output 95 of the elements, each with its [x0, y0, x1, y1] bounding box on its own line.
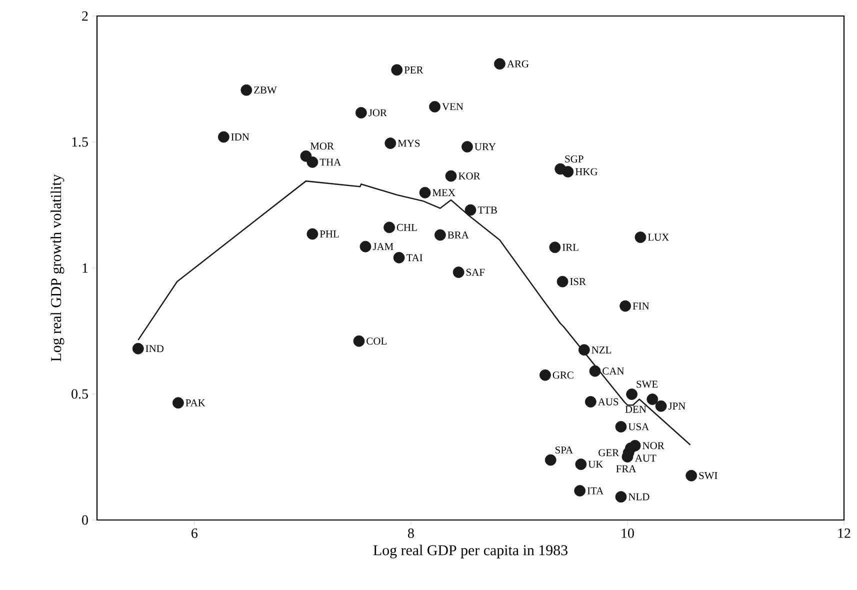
point — [306, 228, 318, 240]
point — [172, 397, 184, 409]
annotation: THA — [320, 158, 342, 166]
point — [464, 204, 476, 216]
point — [686, 470, 698, 482]
annotation: PHL — [320, 230, 339, 238]
annotation: AUS — [598, 398, 618, 406]
annotation: ARG — [507, 60, 529, 68]
annotation: PAK — [186, 399, 206, 406]
annotation: JPN — [668, 402, 686, 410]
y-tick-label: 0.5 — [72, 389, 88, 399]
point — [384, 138, 396, 149]
annotation: FRA — [616, 465, 636, 472]
annotation: SPA — [556, 446, 573, 454]
annotation: NZL — [592, 346, 612, 354]
annotation: SWE — [636, 380, 658, 388]
point — [452, 266, 464, 278]
y-tick-label: 1 — [82, 263, 88, 273]
annotation: TAI — [406, 254, 422, 262]
annotation: GER — [598, 449, 620, 456]
x-tick-label: 10 — [622, 528, 634, 538]
y-axis-title: Log real GDP growth volatility — [50, 174, 64, 362]
point — [562, 166, 574, 178]
annotation: VEN — [442, 103, 464, 110]
point — [494, 58, 506, 70]
point — [540, 369, 551, 381]
point — [615, 421, 627, 432]
annotation: CAN — [602, 368, 624, 375]
point — [615, 491, 627, 503]
annotation: TTB — [478, 206, 497, 214]
point — [549, 242, 561, 254]
annotation: IDN — [231, 134, 250, 140]
annotation: JOR — [368, 109, 387, 116]
point — [544, 454, 556, 466]
point — [419, 186, 431, 198]
annotation: MEX — [432, 189, 456, 196]
point — [589, 365, 601, 377]
point — [434, 229, 446, 241]
annotation: ITA — [587, 487, 604, 494]
annotation: GRC — [552, 372, 574, 379]
point — [462, 141, 473, 152]
point — [578, 344, 590, 356]
annotation: URY — [474, 143, 496, 150]
annotation: NOR — [642, 442, 664, 450]
annotation: MYS — [398, 140, 420, 147]
point — [655, 400, 667, 412]
y-tick-label: 1.5 — [72, 137, 88, 147]
annotation: ZBW — [254, 86, 277, 94]
annotation: IRL — [562, 244, 578, 251]
point — [646, 394, 658, 405]
annotation: LUX — [648, 234, 669, 241]
point — [391, 64, 403, 76]
annotation: AUT — [635, 454, 656, 462]
x-axis-title: Log real GDP per capita in 1983 — [373, 544, 568, 558]
x-tick-label: 8 — [408, 528, 414, 538]
point — [445, 170, 457, 182]
point — [574, 485, 586, 496]
y-tick-label: 2 — [82, 11, 88, 21]
point — [132, 342, 144, 354]
annotation: DEN — [625, 406, 646, 413]
point — [384, 222, 396, 234]
point — [634, 232, 646, 243]
x-tick-label: 6 — [192, 528, 198, 538]
point — [306, 156, 318, 168]
point — [353, 335, 365, 347]
point — [429, 101, 440, 112]
point — [556, 276, 568, 288]
point — [240, 84, 252, 96]
annotation: USA — [628, 423, 650, 430]
annotation: JAM — [372, 243, 394, 250]
point — [218, 131, 230, 143]
annotation: CHL — [396, 224, 417, 231]
annotation: KOR — [458, 172, 480, 180]
point — [360, 240, 372, 252]
annotation: MOR — [310, 142, 334, 150]
x-tick-label: 12 — [838, 528, 850, 538]
y-tick-label: 0 — [82, 515, 88, 525]
point — [355, 107, 367, 118]
annotation: SWI — [699, 472, 718, 480]
point — [393, 252, 405, 264]
annotation: FIN — [632, 302, 650, 310]
annotation: SAF — [466, 268, 485, 276]
point — [626, 388, 638, 400]
point — [584, 396, 596, 408]
annotation: COL — [366, 338, 386, 345]
annotation: BRA — [448, 232, 469, 238]
annotation: NLD — [628, 493, 650, 500]
point — [575, 458, 587, 470]
annotation: PER — [404, 66, 424, 74]
point — [620, 300, 632, 312]
annotation: UK — [588, 460, 604, 468]
annotation: ISR — [570, 278, 586, 286]
annotation: HKG — [575, 168, 598, 176]
annotation: IND — [146, 345, 164, 352]
annotation: SGP — [565, 155, 584, 162]
